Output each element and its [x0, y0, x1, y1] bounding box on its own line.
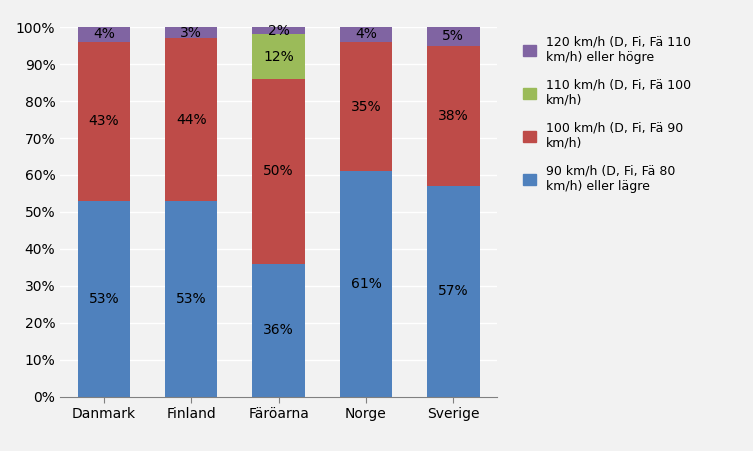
- Text: 3%: 3%: [180, 26, 203, 40]
- Bar: [340, 171, 392, 397]
- Text: 53%: 53%: [89, 292, 119, 306]
- Text: 61%: 61%: [350, 277, 382, 291]
- Text: 12%: 12%: [264, 50, 294, 64]
- Text: 44%: 44%: [176, 112, 206, 127]
- Bar: [78, 27, 130, 42]
- Bar: [165, 201, 218, 397]
- Bar: [340, 42, 392, 171]
- Bar: [78, 42, 130, 201]
- Text: 2%: 2%: [267, 24, 290, 38]
- Text: 36%: 36%: [264, 323, 294, 337]
- Text: 57%: 57%: [438, 285, 468, 299]
- Bar: [165, 38, 218, 201]
- Bar: [252, 27, 305, 34]
- Bar: [252, 34, 305, 79]
- Legend: 120 km/h (D, Fi, Fä 110
km/h) eller högre, 110 km/h (D, Fi, Fä 100
km/h), 100 km: 120 km/h (D, Fi, Fä 110 km/h) eller högr…: [521, 33, 694, 195]
- Text: 4%: 4%: [93, 28, 115, 41]
- Text: 53%: 53%: [176, 292, 206, 306]
- Bar: [252, 264, 305, 397]
- Text: 50%: 50%: [264, 164, 294, 178]
- Bar: [427, 186, 480, 397]
- Bar: [427, 46, 480, 186]
- Bar: [427, 27, 480, 46]
- Bar: [78, 201, 130, 397]
- Bar: [340, 27, 392, 42]
- Text: 38%: 38%: [438, 109, 468, 123]
- Text: 35%: 35%: [351, 100, 381, 114]
- Bar: [252, 79, 305, 264]
- Text: 5%: 5%: [442, 29, 465, 43]
- Bar: [165, 27, 218, 38]
- Text: 4%: 4%: [355, 28, 377, 41]
- Text: 43%: 43%: [89, 115, 119, 129]
